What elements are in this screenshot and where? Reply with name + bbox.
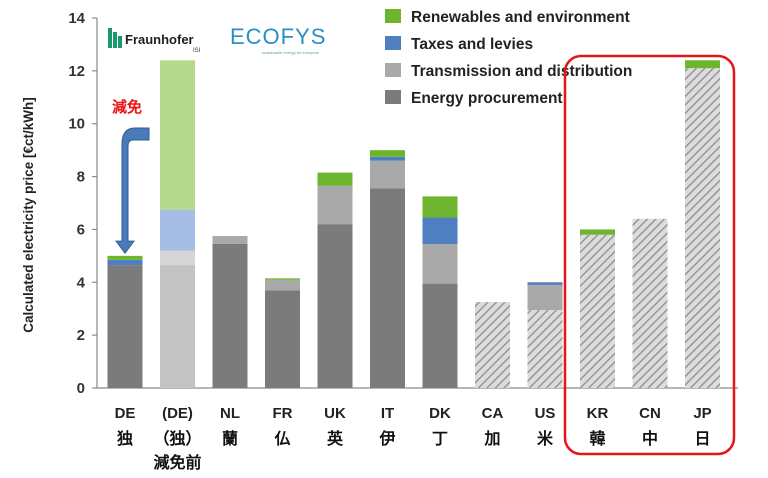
bar-segment-taxes-and-levies-it [370,156,405,161]
bar-segment-energy-procurement-ca [475,302,510,388]
bar-segment-taxes-and-levies-de [107,259,143,266]
y-tick-label: 4 [77,274,86,291]
legend-swatch [385,36,401,50]
x-tick-label-jp: 英 [326,429,344,448]
legend-swatch [385,90,401,104]
x-tick-label: NL [220,405,240,422]
annotation-arrow [115,127,150,255]
x-tick-label: DE [115,405,136,422]
bar-segment-renewables-and-environment-jp [685,60,720,69]
x-axis-labels: DE 独 (DE) （独） 減免前 NL 蘭 FR 仏 UK 英 IT 伊 DK 丁 CA 加 US 米 KR 韓 CN 中… [115,405,712,472]
x-tick-label-jp: 日 [694,429,710,448]
bar-segment-renewables-and-environment-de [107,255,143,260]
legend-label: Renewables and environment [411,9,630,26]
x-tick-label-jp: 独 [117,429,133,448]
bar-segment-transmission-and-distribution-it [370,160,405,189]
x-tick-label: CA [482,405,504,422]
x-tick-label: UK [324,405,346,422]
y-tick-label: 2 [77,327,85,344]
ecofys-logo-text: ECOFYS [230,24,326,49]
y-tick-label: 12 [68,63,85,80]
y-tick-label: 0 [77,380,85,397]
highlight [563,54,736,456]
y-tick-label: 8 [77,169,85,186]
annotation-label: 減免 [112,98,142,116]
bar-segment-transmission-and-distribution-us [527,284,563,311]
bar-segment-taxes-and-levies-dk [422,217,458,244]
bar-segment-energy-procurement-cn [632,218,668,388]
bar-segment-energy-procurement-de [107,265,143,388]
legend-label: Taxes and levies [411,36,533,53]
bar-segment-renewables-and-environment-it [370,150,405,157]
bar-segment-taxes-and-levies-de [160,209,195,251]
bar-segment-energy-procurement-jp [685,68,720,388]
y-axis-label: Calculated electricity price [€ct/kWh] [21,97,36,333]
legend: Renewables and environment Taxes and levi… [385,9,632,107]
bar-segment-transmission-and-distribution-dk [422,243,458,284]
bar-segment-energy-procurement-us [527,310,563,388]
highlight-box [563,54,736,456]
y-tick-label: 6 [77,221,85,238]
legend-label: Energy procurement [411,90,563,107]
fraunhofer-logo: Fraunhofer ISI [108,28,201,54]
x-tick-label-jp: 加 [483,429,500,448]
bar-segment-energy-procurement-it [370,188,405,388]
bar-segment-transmission-and-distribution-de [160,250,195,266]
bar-segment-transmission-and-distribution-nl [212,236,248,244]
y-tick-label: 10 [68,116,85,133]
x-tick-label-jp: 中 [642,429,658,448]
x-tick-label-jp: 米 [537,429,554,448]
legend-swatch [385,63,401,77]
bar-segment-transmission-and-distribution-fr [265,279,300,291]
bar-segment-renewables-and-environment-fr [265,278,300,280]
bar-segment-renewables-and-environment-uk [317,172,353,186]
ecofys-logo: ECOFYS sustainable energy for everyone [230,24,326,55]
annotation: 減免 [112,98,150,255]
bars [107,60,720,388]
bar-segment-renewables-and-environment-de [160,60,195,210]
fraunhofer-logo-mark [108,28,122,48]
x-tick-label-jp: 丁 [432,429,448,448]
x-tick-label: US [535,405,556,422]
x-tick-label-jp: 韓 [589,429,605,448]
bar-segment-energy-procurement-uk [317,224,353,388]
bar-segment-energy-procurement-dk [422,283,458,388]
x-tick-label-jp: 蘭 [222,429,238,448]
x-tick-label-jp: 伊 [378,429,395,448]
y-tick-label: 14 [68,10,85,27]
x-tick-label-jp: 仏 [274,429,290,448]
x-tick-label: KR [587,405,609,422]
x-tick-label: JP [693,405,711,422]
x-tick-label: (DE) [162,405,193,422]
x-tick-label: IT [381,405,394,422]
ecofys-logo-tagline: sustainable energy for everyone [262,50,320,55]
bar-segment-transmission-and-distribution-uk [317,185,353,225]
x-tick-label-jp-note: 減免前 [153,453,201,472]
fraunhofer-logo-sub: ISI [193,48,201,54]
x-tick-label: FR [273,405,293,422]
axes: 0 2 4 6 8 10 12 14 [68,10,738,397]
x-tick-label: CN [639,405,661,422]
bar-segment-energy-procurement-fr [265,290,300,388]
bar-segment-taxes-and-levies-us [527,282,563,285]
bar-segment-renewables-and-environment-dk [422,196,458,218]
bar-segment-renewables-and-environment-kr [580,229,615,235]
bar-segment-energy-procurement-de [160,265,195,388]
bar-segment-energy-procurement-kr [580,234,615,388]
bar-segment-energy-procurement-nl [212,243,248,388]
fraunhofer-logo-text: Fraunhofer [125,32,194,47]
x-tick-label: DK [429,405,451,422]
legend-label: Transmission and distribution [411,63,632,80]
legend-swatch [385,9,401,23]
x-tick-label-jp: （独） [153,429,201,448]
